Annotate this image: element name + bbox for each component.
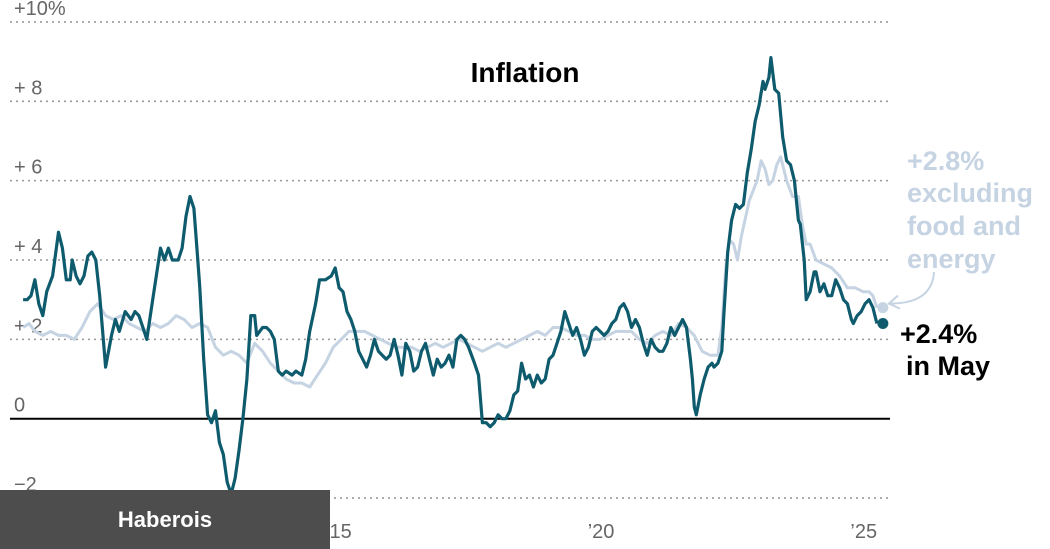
- y-tick-label: 0: [14, 395, 25, 417]
- x-tick-label: ’25: [850, 521, 877, 543]
- grid-lines: [10, 21, 890, 499]
- x-axis-ticks: ’15 ’20 ’25: [325, 521, 877, 543]
- core-inflation-line: [22, 155, 879, 389]
- headline-annotation: +2.4% in May: [900, 319, 990, 381]
- annotation-arrowhead: [887, 294, 901, 310]
- y-tick-label: + 4: [14, 236, 42, 258]
- chart-title: Inflation: [471, 57, 580, 88]
- core-annotation-line: food and: [907, 211, 1021, 241]
- y-tick-label: + 6: [14, 157, 42, 179]
- core-annotation: +2.8% excluding food and energy: [907, 146, 1041, 274]
- core-annotation-line: excluding: [907, 178, 1033, 208]
- y-tick-label: + 8: [14, 77, 42, 99]
- headline-annotation-line: +2.4%: [900, 319, 977, 349]
- core-endpoint-marker: [877, 302, 889, 314]
- x-tick-label: ’15: [325, 521, 352, 543]
- x-tick-label: ’20: [588, 521, 615, 543]
- headline-annotation-line: in May: [906, 351, 990, 381]
- annotation-arrow: [888, 271, 935, 305]
- core-annotation-line: +2.8%: [907, 146, 984, 176]
- headline-endpoint-marker: [877, 317, 889, 329]
- y-axis-ticks: +10%+ 8+ 6+ 4+ 20−2: [14, 0, 66, 496]
- headline-inflation-line: [23, 56, 879, 496]
- source-badge-label: Haberois: [117, 506, 213, 532]
- y-tick-label: +10%: [14, 0, 66, 20]
- source-badge: Haberois: [0, 490, 330, 549]
- core-annotation-line: energy: [907, 244, 996, 274]
